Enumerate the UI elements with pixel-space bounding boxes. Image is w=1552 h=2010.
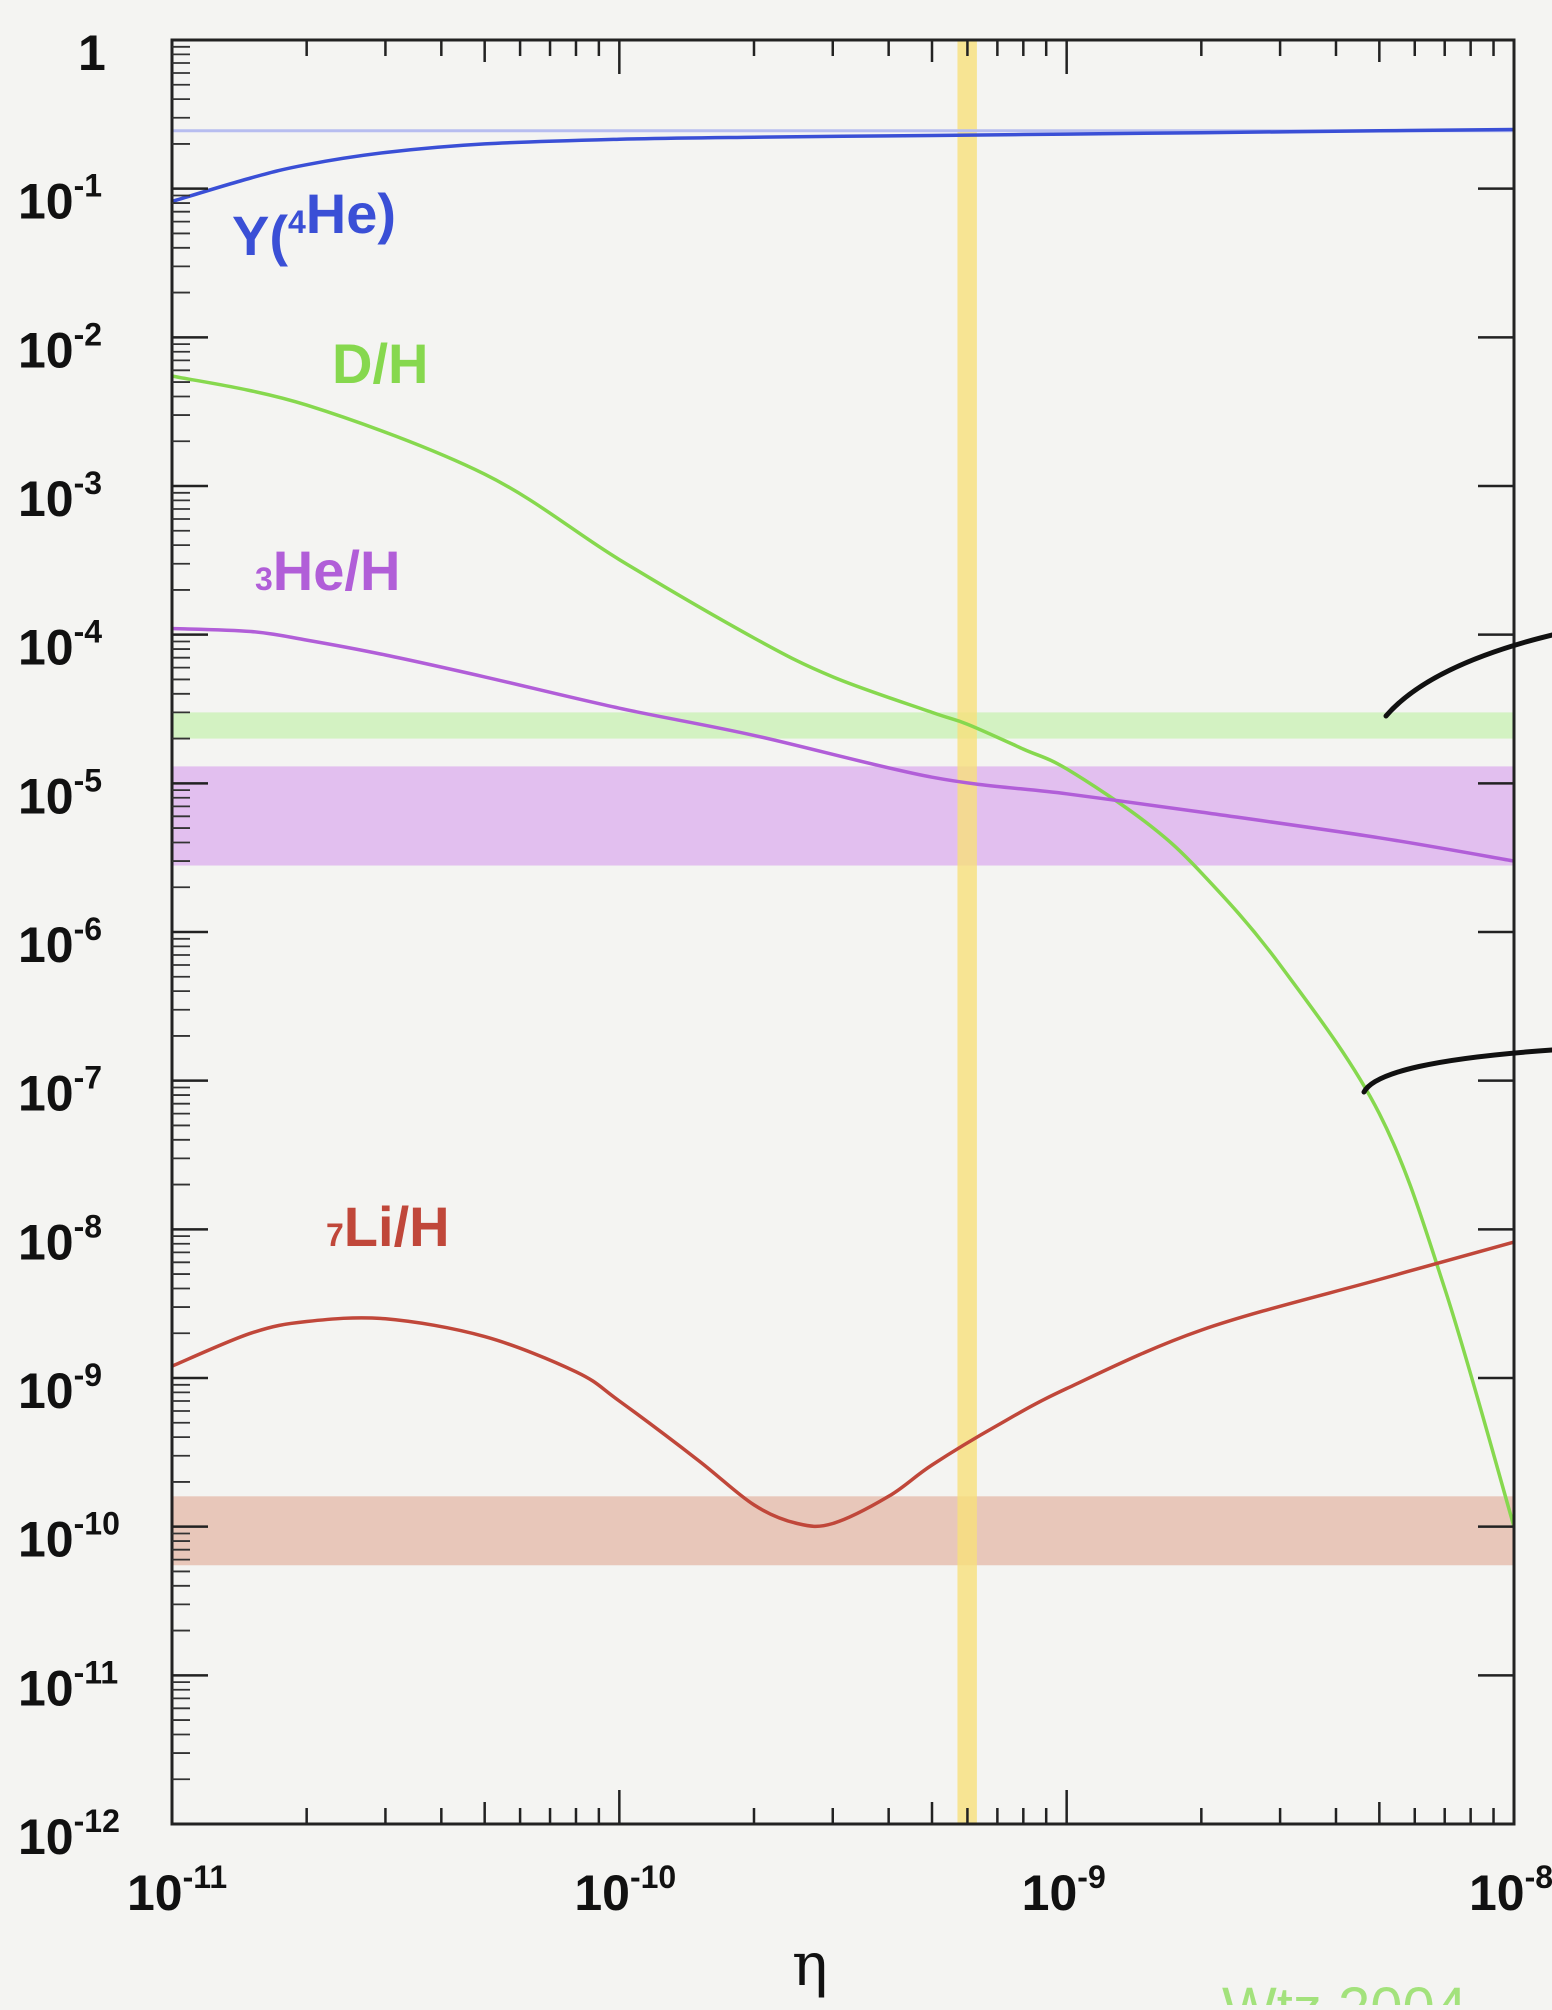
y-tick-label: 10-4: [18, 614, 102, 676]
y-tick-label: 10-10: [18, 1506, 120, 1568]
series-y-4he: [172, 127, 1514, 204]
y-tick-label: 10-3: [18, 465, 102, 527]
x-tick-label-exponent: -10: [630, 1859, 676, 1895]
y-tick-label-base: 10: [18, 768, 74, 824]
y-tick-label-exponent: -12: [74, 1803, 120, 1839]
y-tick-label-base: 10: [18, 174, 74, 230]
y-tick-label: 10-5: [18, 762, 102, 824]
y-tick-label-base: 10: [18, 1809, 74, 1865]
x-tick-label-base: 10: [1022, 1865, 1078, 1921]
label-d-h: D/H: [332, 332, 428, 395]
y-tick-label-exponent: -7: [74, 1060, 102, 1096]
x-tick-label: 10-11: [127, 1859, 227, 1921]
y-tick-label-base: 10: [18, 1363, 74, 1419]
y-tick-label-base: 10: [18, 1214, 74, 1270]
label-text: Y(: [232, 204, 288, 267]
y-tick-label: 10-7: [18, 1060, 102, 1122]
label-text: D/H: [332, 332, 428, 395]
x-tick-label-exponent: -11: [183, 1859, 227, 1895]
y-tick-label-exponent: -6: [74, 911, 102, 947]
x-tick-label: 10-9: [1022, 1859, 1106, 1921]
y-tick-label-exponent: -9: [74, 1357, 102, 1393]
label-text: He): [306, 182, 396, 245]
arrow-lower: [1361, 1047, 1552, 1095]
series-d-h: [172, 374, 1514, 1528]
y-tick-label-base: 1: [78, 25, 106, 81]
band-3he-h-observed: [172, 766, 1514, 866]
label-text: Li/H: [344, 1195, 450, 1258]
y-tick-label: 10-2: [18, 316, 102, 378]
y-tick-label: 10-6: [18, 911, 102, 973]
y-tick-label-base: 10: [18, 917, 74, 973]
band-d-h-observed: [172, 712, 1514, 739]
y-tick-label-base: 10: [18, 1512, 74, 1568]
footer-note: Wtz 2004: [1222, 1976, 1467, 2005]
y-tick-label: 1: [78, 25, 106, 81]
y-tick-label-base: 10: [18, 620, 74, 676]
x-axis-title: η: [792, 1930, 828, 2000]
x-tick-label-base: 10: [574, 1865, 630, 1921]
y-tick-label-exponent: -10: [74, 1506, 120, 1542]
y-tick-label-exponent: -2: [74, 316, 102, 352]
y-tick-label-base: 10: [18, 1066, 74, 1122]
y-tick-label: 10-1: [18, 168, 102, 230]
y-tick-label-exponent: -3: [74, 465, 102, 501]
arrow-upper: [1383, 632, 1552, 719]
series-3he-h: [172, 626, 1514, 863]
x-tick-label: 10-10: [574, 1859, 676, 1921]
band-7li-h-observed: [172, 1496, 1514, 1566]
y-tick-label: 10-12: [18, 1803, 120, 1865]
label-y-4he: Y(4He): [232, 182, 396, 267]
y-tick-label-base: 10: [18, 1660, 74, 1716]
label-superscript: 4: [288, 204, 306, 240]
y-tick-label-exponent: -1: [74, 168, 102, 204]
series-7li-h: [172, 1240, 1514, 1529]
label-7li-h: 7Li/H: [326, 1195, 450, 1258]
label-text: He/H: [273, 539, 401, 602]
x-tick-label: 10-8: [1469, 1859, 1552, 1921]
x-tick-label-exponent: -8: [1525, 1859, 1552, 1895]
label-superscript: 3: [255, 561, 273, 597]
x-tick-label-base: 10: [1469, 1865, 1525, 1921]
y-tick-label-exponent: -11: [74, 1654, 118, 1690]
y-tick-label-exponent: -8: [74, 1208, 102, 1244]
y-tick-label: 10-11: [18, 1654, 118, 1716]
x-tick-label-exponent: -9: [1077, 1859, 1105, 1895]
y-tick-label-exponent: -4: [74, 614, 103, 650]
y-tick-label-exponent: -5: [74, 762, 102, 798]
y-tick-label: 10-9: [18, 1357, 102, 1419]
band-eta-measured: [957, 40, 977, 1824]
x-tick-label-base: 10: [127, 1865, 183, 1921]
label-3he-h: 3He/H: [255, 539, 400, 602]
y-tick-label: 10-8: [18, 1208, 102, 1270]
y-tick-label-base: 10: [18, 322, 74, 378]
y-tick-label-base: 10: [18, 471, 74, 527]
label-superscript: 7: [326, 1217, 344, 1253]
